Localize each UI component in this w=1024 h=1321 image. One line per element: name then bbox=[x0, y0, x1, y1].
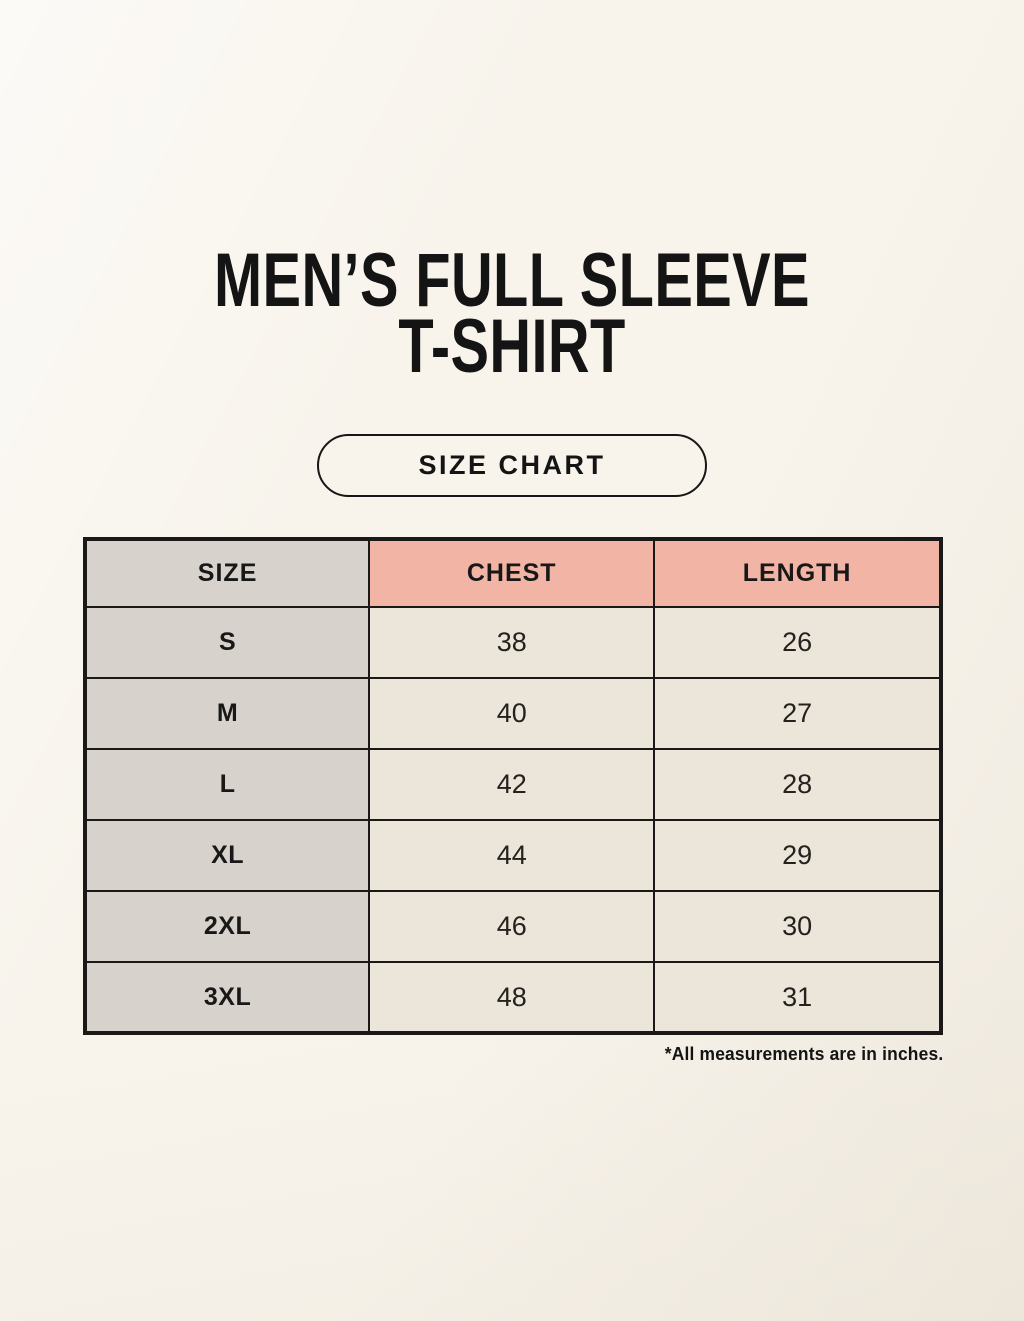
size-cell: L bbox=[83, 748, 371, 821]
page-title-line-1: MEN’S FULL SLEEVE bbox=[214, 238, 810, 323]
table-header-row: SIZE CHEST LENGTH bbox=[83, 538, 942, 608]
chest-cell: 48 bbox=[368, 961, 656, 1034]
length-cell: 30 bbox=[653, 890, 942, 963]
length-cell: 26 bbox=[653, 606, 942, 679]
table-row-s: S 38 26 bbox=[83, 606, 942, 679]
size-cell: 3XL bbox=[83, 961, 371, 1034]
chest-cell: 44 bbox=[368, 819, 656, 892]
size-cell: S bbox=[83, 606, 371, 679]
table-row-2xl: 2XL 46 30 bbox=[83, 890, 942, 963]
page-title: MEN’S FULL SLEEVE T-SHIRT bbox=[123, 238, 901, 389]
length-cell: 31 bbox=[653, 961, 942, 1034]
column-header-size: SIZE bbox=[83, 538, 371, 608]
table-row-xl: XL 44 29 bbox=[83, 819, 942, 892]
size-cell: 2XL bbox=[83, 890, 371, 963]
table-row-l: L 42 28 bbox=[83, 748, 942, 821]
length-cell: 29 bbox=[653, 819, 942, 892]
chest-cell: 42 bbox=[368, 748, 656, 821]
page-title-line-2: T-SHIRT bbox=[398, 304, 626, 389]
column-header-length: LENGTH bbox=[653, 538, 942, 608]
measurements-note: *All measurements are in inches. bbox=[664, 1043, 943, 1064]
table-row-m: M 40 27 bbox=[83, 677, 942, 750]
length-cell: 27 bbox=[653, 677, 942, 750]
size-cell: M bbox=[83, 677, 371, 750]
size-chart-badge: SIZE CHART bbox=[317, 434, 707, 497]
column-header-chest: CHEST bbox=[368, 538, 656, 608]
size-cell: XL bbox=[83, 819, 371, 892]
size-chart-table: SIZE CHEST LENGTH S 38 26 M 40 27 L 42 2… bbox=[83, 537, 943, 1035]
size-chart-badge-label: SIZE CHART bbox=[418, 450, 606, 480]
chest-cell: 46 bbox=[368, 890, 656, 963]
chest-cell: 40 bbox=[368, 677, 656, 750]
chest-cell: 38 bbox=[368, 606, 656, 679]
length-cell: 28 bbox=[653, 748, 942, 821]
table-row-3xl: 3XL 48 31 bbox=[83, 961, 942, 1034]
